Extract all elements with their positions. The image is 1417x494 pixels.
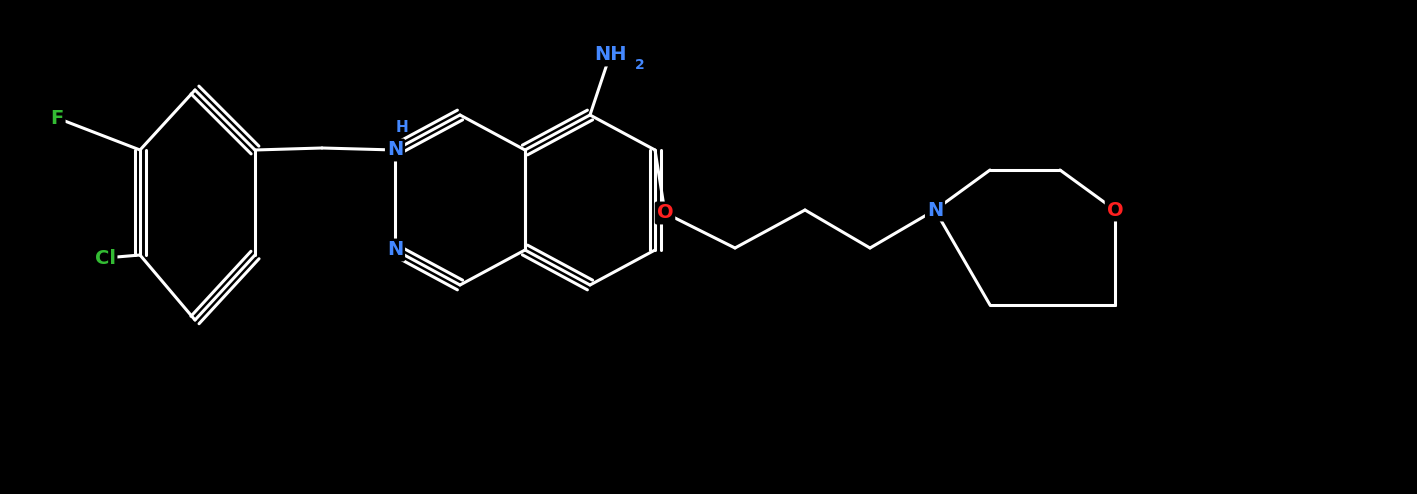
Text: O: O (1107, 201, 1124, 219)
Text: Cl: Cl (95, 248, 116, 267)
Text: 2: 2 (635, 58, 645, 72)
Text: N: N (387, 140, 402, 160)
Text: NH: NH (594, 45, 626, 65)
Text: N: N (387, 241, 402, 259)
Text: O: O (656, 204, 673, 222)
Text: N: N (927, 201, 944, 219)
Text: H: H (395, 121, 408, 135)
Text: F: F (51, 109, 64, 127)
